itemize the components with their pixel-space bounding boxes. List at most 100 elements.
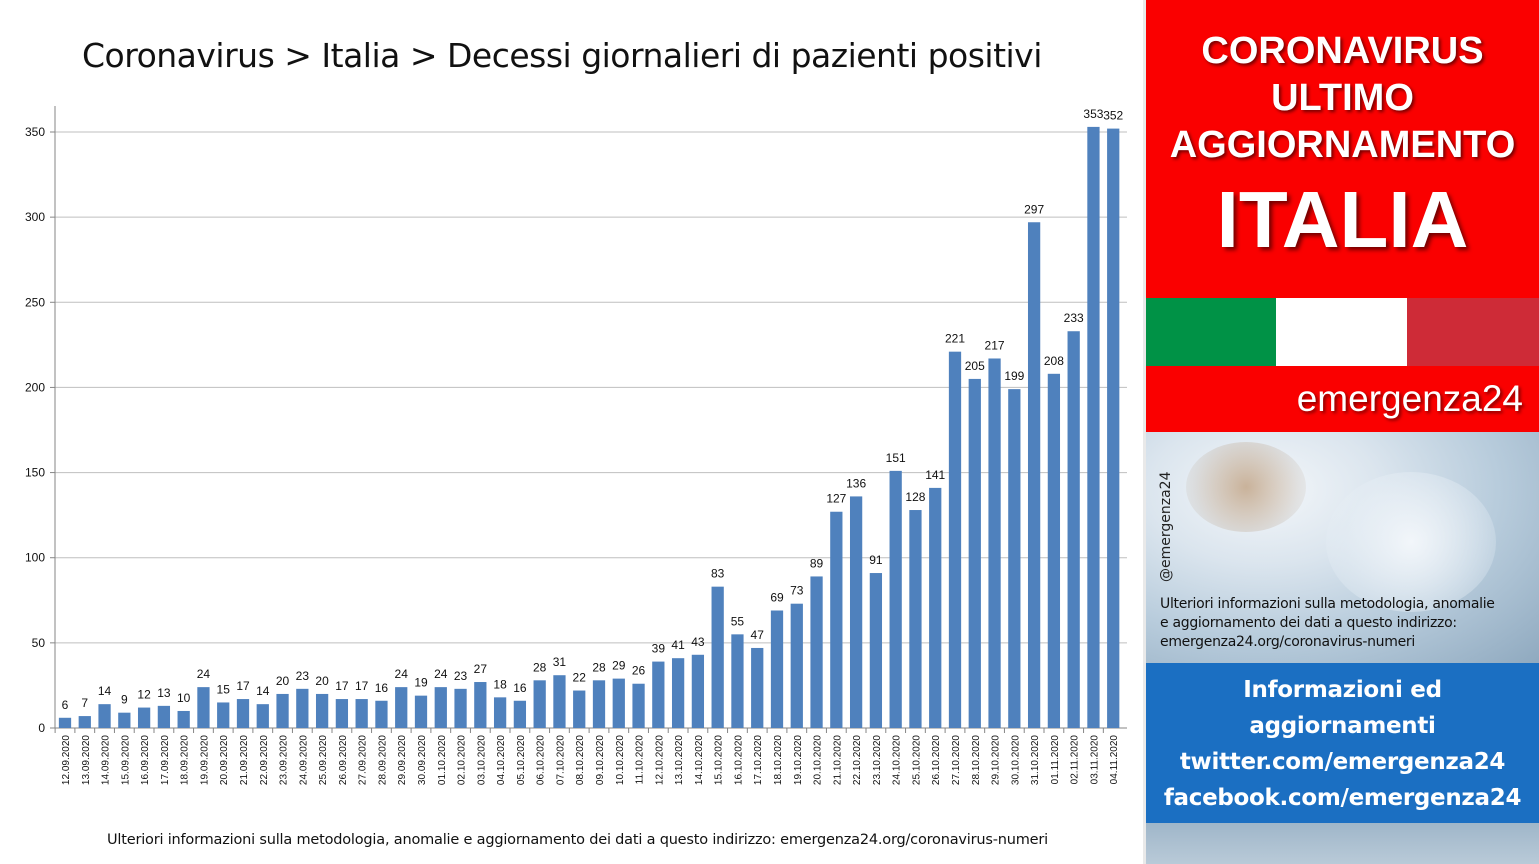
bar	[1107, 128, 1120, 728]
brand-bar: emergenza24	[1146, 366, 1539, 432]
bar	[889, 470, 902, 728]
x-tick-label: 22.10.2020	[852, 735, 863, 785]
x-tick-label: 23.09.2020	[279, 735, 290, 785]
x-tick-label: 26.09.2020	[338, 735, 349, 785]
x-tick-label: 22.09.2020	[259, 735, 270, 785]
data-label: 26	[632, 664, 646, 678]
bar	[533, 680, 546, 728]
y-tick-label: 0	[38, 721, 45, 735]
x-tick-label: 18.09.2020	[180, 735, 191, 785]
x-tick-label: 20.10.2020	[813, 735, 824, 785]
x-tick-label: 01.11.2020	[1050, 735, 1061, 785]
flag-red-stripe	[1407, 298, 1539, 366]
side-panel: CORONAVIRUS ULTIMO AGGIORNAMENTO ITALIA …	[1146, 0, 1539, 864]
background-photo: @emergenza24 Ulteriori informazioni sull…	[1146, 432, 1539, 664]
x-tick-label: 13.10.2020	[674, 735, 685, 785]
y-tick-label: 150	[25, 466, 45, 480]
data-label: 14	[256, 684, 270, 698]
data-label: 6	[62, 698, 69, 712]
bar	[671, 658, 685, 728]
bar	[513, 700, 527, 728]
data-label: 24	[434, 667, 448, 681]
bar	[355, 699, 368, 728]
data-label: 9	[121, 693, 128, 707]
bar	[256, 704, 269, 728]
data-label: 41	[671, 638, 685, 652]
y-tick-label: 100	[25, 551, 45, 565]
bar	[592, 680, 606, 728]
photo-blur-shape	[1186, 442, 1306, 532]
bar	[869, 573, 883, 728]
data-label: 17	[355, 679, 369, 693]
bar	[711, 586, 724, 728]
bar	[395, 687, 408, 728]
methodology-link[interactable]: emergenza24.org/coronavirus-numeri	[1160, 634, 1415, 650]
data-label: 28	[592, 660, 606, 674]
x-tick-label: 06.10.2020	[536, 735, 547, 785]
data-label: 17	[236, 679, 250, 693]
data-label: 352	[1103, 109, 1123, 123]
data-label: 10	[177, 691, 191, 705]
x-tick-label: 24.09.2020	[298, 735, 309, 785]
bar	[335, 699, 349, 728]
x-tick-label: 04.11.2020	[1109, 735, 1120, 785]
twitter-link[interactable]: twitter.com/emergenza24	[1179, 749, 1506, 775]
data-label: 14	[98, 684, 112, 698]
bar	[909, 510, 922, 728]
bar	[58, 717, 72, 728]
data-label: 13	[157, 686, 171, 700]
data-label: 199	[1004, 369, 1024, 383]
facebook-link[interactable]: facebook.com/emergenza24	[1163, 785, 1522, 811]
x-tick-label: 16.10.2020	[733, 735, 744, 785]
bar	[988, 358, 1001, 728]
bar	[493, 697, 507, 728]
bar	[157, 705, 171, 728]
x-tick-label: 18.10.2020	[773, 735, 784, 785]
bar	[98, 704, 111, 728]
bar	[968, 378, 981, 728]
x-tick-label: 23.10.2020	[872, 735, 883, 785]
bar	[691, 654, 705, 728]
bar	[414, 695, 428, 728]
x-tick-label: 29.10.2020	[991, 735, 1002, 785]
bar	[830, 511, 843, 728]
data-label: 23	[454, 669, 468, 683]
data-label: 91	[869, 553, 883, 567]
data-label: 7	[81, 696, 88, 710]
x-tick-label: 16.09.2020	[140, 735, 151, 785]
x-tick-label: 08.10.2020	[575, 735, 586, 785]
x-tick-label: 15.10.2020	[714, 735, 725, 785]
bar	[632, 683, 645, 728]
data-label: 12	[137, 688, 151, 702]
social-handle: @emergenza24	[1158, 471, 1174, 583]
x-tick-label: 14.10.2020	[694, 735, 705, 785]
brand-logo-text: emergenza24	[1296, 378, 1523, 419]
social-links-block: Informazioni ed aggiornamenti twitter.co…	[1146, 663, 1539, 823]
bar-chart: 0 50 100 150 200 250 300 350 6 12.09.2020 7 13.09.2…	[25, 106, 1127, 785]
y-tick-label: 350	[25, 125, 45, 139]
methodology-line: e aggiornamento dei dati a questo indiri…	[1160, 615, 1457, 631]
bar	[434, 687, 447, 728]
bar	[1047, 373, 1061, 728]
x-tick-label: 30.10.2020	[1010, 735, 1021, 785]
bar	[929, 487, 942, 728]
bar	[790, 603, 803, 728]
x-tick-label: 12.09.2020	[61, 735, 72, 785]
x-tick-label: 25.09.2020	[318, 735, 329, 785]
data-label: 128	[905, 490, 925, 504]
x-tick-label: 09.10.2020	[595, 735, 606, 785]
data-label: 89	[810, 556, 824, 570]
x-tick-label: 24.10.2020	[892, 735, 903, 785]
bar	[296, 688, 309, 728]
data-label: 39	[652, 642, 666, 656]
data-label: 221	[945, 332, 965, 346]
x-tick-label: 03.11.2020	[1089, 735, 1100, 785]
methodology-line: Ulteriori informazioni sulla metodologia…	[1160, 596, 1495, 612]
x-tick-label: 02.11.2020	[1070, 735, 1081, 785]
banner-line-ultimo: ULTIMO	[1271, 77, 1414, 119]
data-label: 217	[985, 338, 1005, 352]
data-label: 16	[513, 681, 527, 695]
data-label: 18	[493, 677, 507, 691]
bar	[1067, 331, 1080, 728]
data-label: 24	[395, 667, 409, 681]
